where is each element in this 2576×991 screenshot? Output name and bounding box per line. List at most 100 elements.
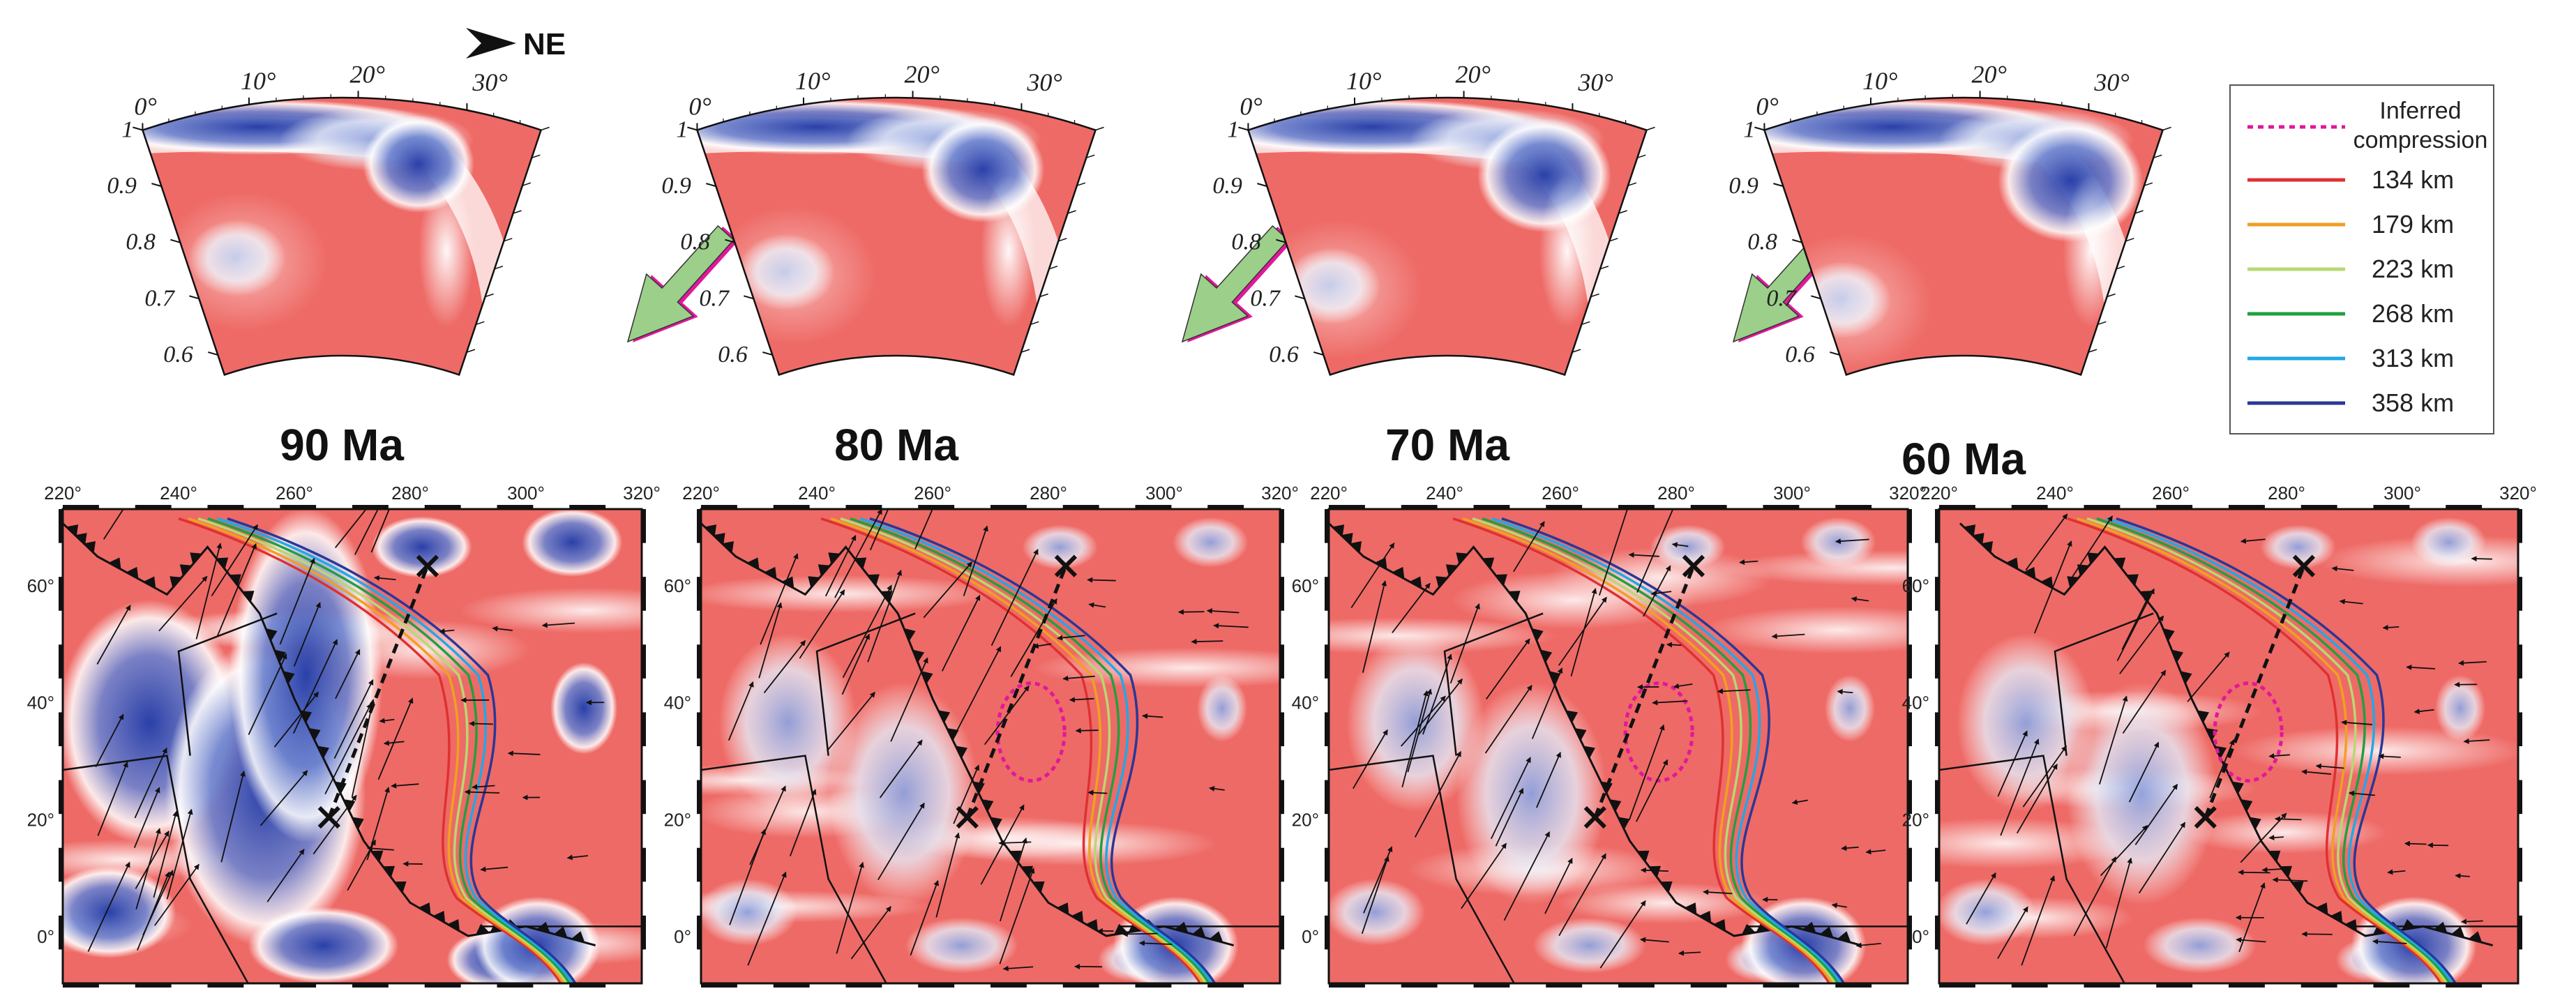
velocity-arrow bbox=[842, 584, 892, 679]
velocity-arrow bbox=[910, 879, 939, 956]
thrust-tooth bbox=[84, 540, 96, 554]
profile-endpoint-icon bbox=[1054, 554, 1078, 577]
map-lat-tick: 40° bbox=[27, 693, 54, 713]
legend: Inferred compression 134 km 179 km 223 km 268… bbox=[2229, 84, 2494, 434]
thrust-tooth bbox=[265, 628, 278, 642]
map-lon-tick: 220° bbox=[44, 483, 82, 504]
velocity-arrow bbox=[869, 509, 889, 551]
legend-label: 358 km bbox=[2372, 388, 2454, 417]
velocity-arrow bbox=[2021, 875, 2056, 966]
velocity-arrow bbox=[373, 575, 396, 581]
thrust-tooth bbox=[1660, 881, 1673, 893]
velocity-arrow bbox=[1513, 521, 1545, 573]
velocity-arrow bbox=[351, 699, 375, 798]
thrust-tooth bbox=[216, 557, 229, 570]
map-lon-tick: 260° bbox=[914, 483, 951, 504]
velocity-arrow bbox=[1558, 853, 1606, 937]
thrust-tooth bbox=[1609, 799, 1622, 812]
profile-endpoint-icon bbox=[1682, 554, 1705, 577]
thrust-tooth bbox=[1085, 918, 1098, 932]
thrust-tooth bbox=[2451, 926, 2465, 938]
thrust-tooth bbox=[2077, 564, 2089, 577]
section-angle-tick: 0° bbox=[134, 93, 156, 121]
inferred-compression-outline bbox=[2213, 681, 2284, 783]
velocity-arrow bbox=[439, 628, 455, 634]
velocity-arrow bbox=[1643, 565, 1671, 617]
thrust-tooth bbox=[371, 850, 384, 863]
velocity-arrow bbox=[2209, 739, 2235, 799]
velocity-arrow bbox=[1350, 543, 1395, 609]
thrust-tooth bbox=[1802, 921, 1816, 933]
velocity-arrow bbox=[2372, 939, 2407, 945]
plate-boundary bbox=[63, 755, 249, 983]
velocity-arrow bbox=[2025, 513, 2068, 571]
thrust-tooth bbox=[242, 591, 255, 603]
thrust-tooth bbox=[1482, 557, 1495, 570]
velocity-arrow bbox=[836, 861, 864, 954]
depth-contour bbox=[2096, 517, 2451, 983]
thrust-tooth bbox=[1071, 911, 1084, 923]
thrust-tooth bbox=[1566, 710, 1579, 723]
section-radius-tick: 0.8 bbox=[1747, 229, 1777, 255]
velocity-arrow bbox=[135, 828, 161, 910]
section-radius-tick: 1 bbox=[1743, 117, 1755, 143]
velocity-arrow bbox=[480, 866, 509, 872]
velocity-arrow bbox=[1461, 842, 1507, 909]
velocity-arrow bbox=[1628, 552, 1659, 558]
map-lat-tick-left: 0° bbox=[1302, 926, 1319, 947]
map-lat-tick: 0° bbox=[37, 926, 54, 947]
velocity-arrow bbox=[841, 633, 870, 695]
map-panel-3: 220° 240° 260° 280° 300° 320° 60° 40° 20° 0° bbox=[1292, 483, 1927, 988]
velocity-arrow bbox=[1650, 590, 1672, 596]
velocity-arrow bbox=[1855, 942, 1881, 948]
velocity-arrow bbox=[1495, 787, 1524, 847]
velocity-arrow bbox=[1640, 867, 1669, 873]
velocity-arrow bbox=[216, 543, 257, 637]
thrust-tooth bbox=[981, 799, 994, 812]
legend-label: 179 km bbox=[2372, 210, 2454, 239]
velocity-arrow bbox=[2341, 720, 2373, 726]
section-radius-tick: 0.8 bbox=[680, 229, 710, 255]
velocity-arrow bbox=[566, 854, 589, 861]
thrust-tooth bbox=[2114, 557, 2126, 570]
velocity-arrow bbox=[2406, 664, 2435, 670]
thrust-tooth bbox=[1549, 671, 1561, 684]
thrust-tooth bbox=[1508, 591, 1521, 603]
map-lon-tick: 280° bbox=[2268, 483, 2305, 504]
section-angle-tick: 10° bbox=[1862, 67, 1897, 95]
velocity-arrow bbox=[2315, 763, 2344, 769]
map-lon-tick: 320° bbox=[1261, 483, 1299, 504]
velocity-arrow bbox=[749, 785, 786, 865]
section-radius-tick: 0.9 bbox=[661, 173, 691, 199]
thrust-tooth bbox=[1741, 923, 1756, 935]
velocity-arrow bbox=[1392, 582, 1431, 633]
section-radius-tick: 0.7 bbox=[144, 285, 176, 311]
legend-label: Inferred compression bbox=[2353, 98, 2488, 153]
velocity-arrow bbox=[97, 762, 128, 836]
map-lon-tick: 320° bbox=[623, 483, 661, 504]
profile-line bbox=[965, 565, 1068, 818]
section-angle-tick: 0° bbox=[688, 93, 711, 121]
velocity-arrow bbox=[1485, 638, 1530, 700]
velocity-arrow bbox=[133, 787, 160, 849]
depth-contour bbox=[178, 517, 562, 983]
thrust-tooth bbox=[818, 564, 830, 577]
thrust-tooth bbox=[2240, 799, 2253, 812]
velocity-arrow bbox=[166, 808, 193, 900]
map-panel-2: 220° 240° 260° 280° 300° 320° 60° 40° 20° 0° bbox=[664, 483, 1299, 988]
thrust-tooth bbox=[1837, 931, 1851, 943]
velocity-arrow bbox=[2016, 763, 2058, 834]
thrust-tooth bbox=[1210, 931, 1223, 943]
velocity-arrow bbox=[824, 534, 857, 597]
velocity-arrow bbox=[87, 861, 130, 952]
velocity-arrow bbox=[2238, 869, 2270, 875]
profile-line bbox=[327, 565, 430, 818]
thrust-tooth bbox=[283, 671, 295, 684]
velocity-arrow bbox=[1361, 856, 1389, 935]
cross-section-2: 0°10° 20° 30°10.90.80.70.680 Ma bbox=[661, 60, 1293, 470]
thrust-tooth bbox=[2316, 902, 2328, 915]
velocity-arrow bbox=[379, 718, 395, 724]
velocity-arrow bbox=[1414, 750, 1462, 838]
profile-endpoint-icon bbox=[416, 554, 439, 577]
thrust-tooth bbox=[1820, 926, 1834, 938]
